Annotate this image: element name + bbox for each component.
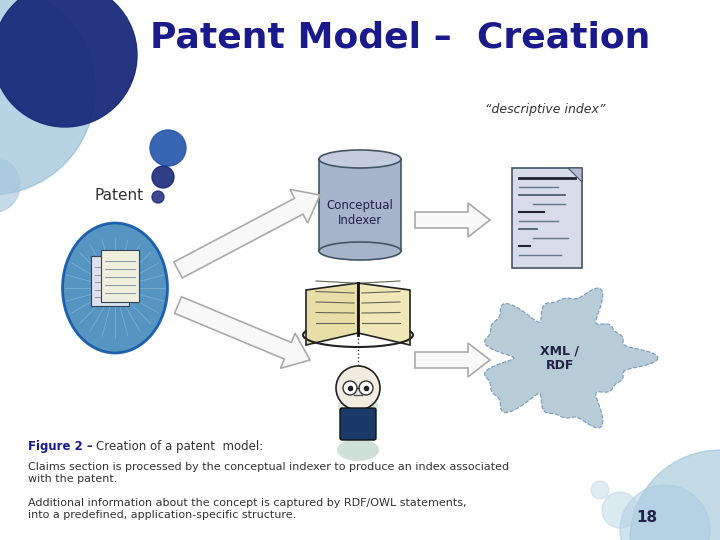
Polygon shape (415, 343, 490, 377)
Text: Patent Model –  Creation: Patent Model – Creation (150, 21, 650, 55)
Polygon shape (358, 283, 410, 345)
Polygon shape (415, 203, 490, 237)
FancyBboxPatch shape (319, 159, 401, 251)
FancyBboxPatch shape (512, 168, 582, 268)
Circle shape (152, 191, 164, 203)
Circle shape (150, 130, 186, 166)
Polygon shape (306, 283, 358, 345)
Ellipse shape (338, 391, 378, 421)
Ellipse shape (319, 242, 401, 260)
Circle shape (343, 381, 357, 395)
Text: Patent: Patent (95, 187, 144, 202)
Text: Additional information about the concept is captured by RDF/OWL statements,
into: Additional information about the concept… (28, 498, 467, 519)
FancyBboxPatch shape (340, 408, 376, 440)
Circle shape (152, 166, 174, 188)
Text: XML /
RDF: XML / RDF (541, 344, 580, 372)
Circle shape (602, 492, 638, 528)
FancyBboxPatch shape (101, 250, 139, 302)
Ellipse shape (319, 150, 401, 168)
Polygon shape (485, 288, 658, 428)
Circle shape (0, 0, 137, 127)
Circle shape (0, 0, 95, 195)
Polygon shape (568, 168, 582, 182)
Text: Figure 2 –: Figure 2 – (28, 440, 97, 453)
Circle shape (620, 485, 710, 540)
Circle shape (336, 366, 380, 410)
Circle shape (359, 381, 373, 395)
Circle shape (591, 481, 609, 499)
Circle shape (630, 450, 720, 540)
Text: Claims section is processed by the conceptual indexer to produce an index associ: Claims section is processed by the conce… (28, 462, 509, 484)
Polygon shape (174, 190, 320, 278)
Text: “descriptive index”: “descriptive index” (485, 104, 606, 117)
Text: Conceptual
Indexer: Conceptual Indexer (327, 199, 393, 227)
Ellipse shape (337, 439, 379, 461)
Circle shape (0, 157, 20, 213)
FancyBboxPatch shape (91, 256, 129, 306)
Ellipse shape (63, 223, 168, 353)
Text: 18: 18 (636, 510, 657, 525)
Text: Creation of a patent  model:: Creation of a patent model: (96, 440, 264, 453)
Polygon shape (174, 296, 310, 368)
